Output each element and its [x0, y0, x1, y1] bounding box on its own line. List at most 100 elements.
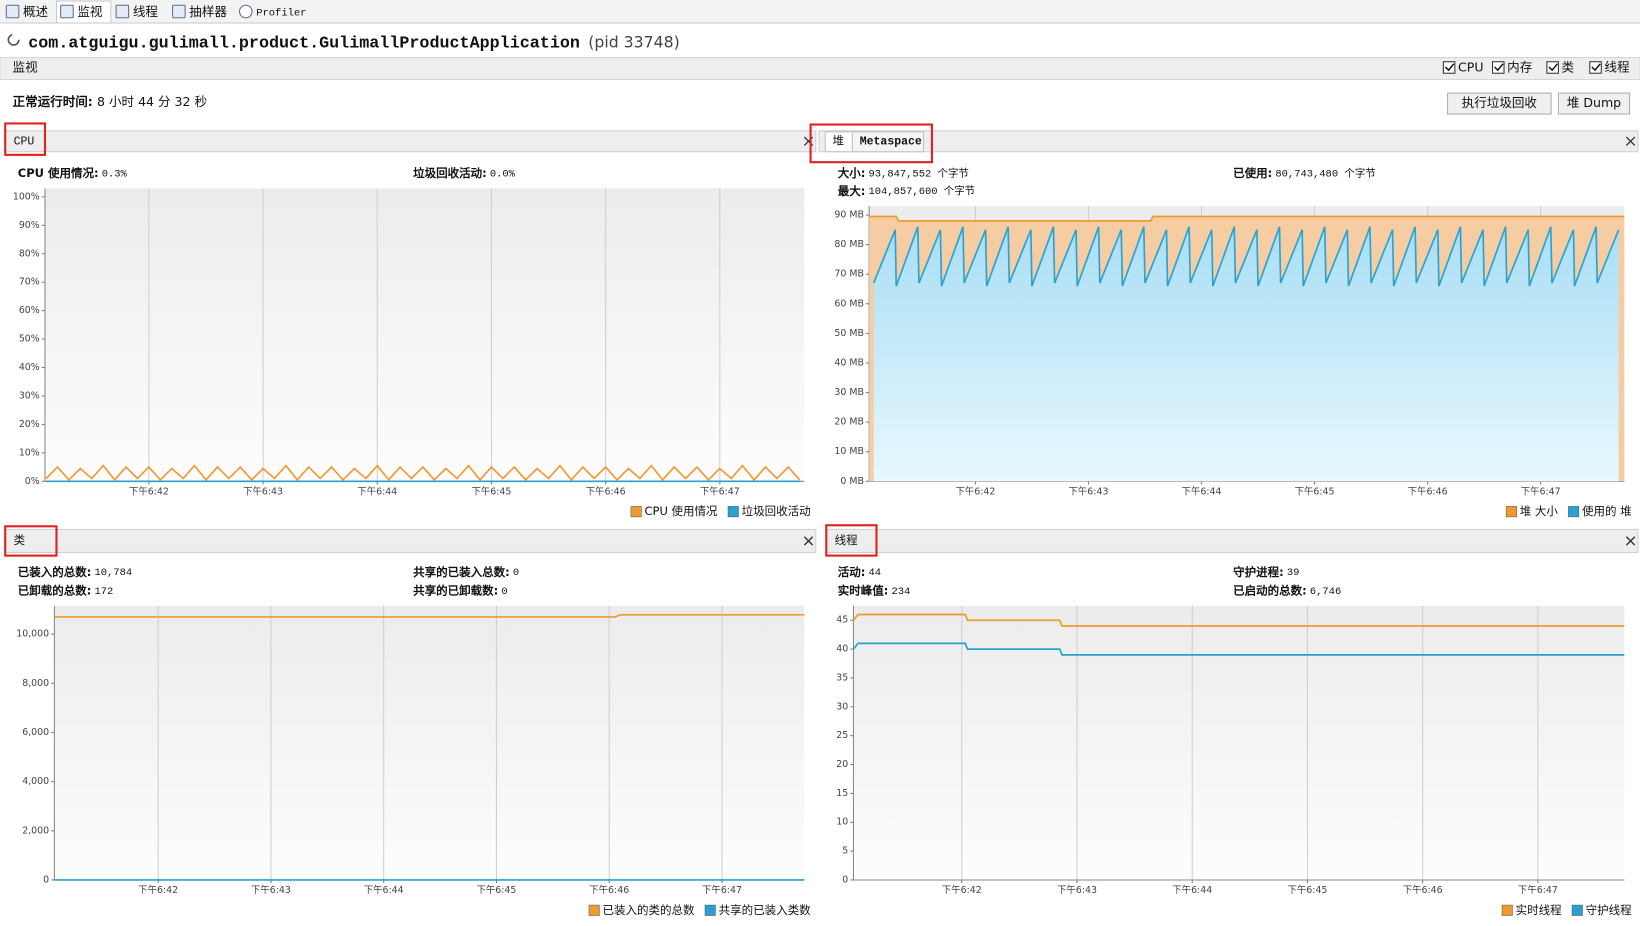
y-tick-label: 0: [842, 874, 848, 885]
panel-tab[interactable]: [851, 131, 925, 153]
y-tick-label: 8,000: [22, 678, 49, 689]
x-tick-label: 下午6:46: [1403, 884, 1443, 896]
checkbox[interactable]: [1442, 61, 1456, 74]
y-tick-label: 100%: [13, 191, 40, 202]
y-tick-label: 80%: [19, 248, 40, 259]
x-tick-label: 下午6:46: [1408, 485, 1448, 497]
y-tick-label: 40%: [19, 362, 40, 373]
y-tick-label: 60 MB: [834, 298, 864, 309]
stat-label: 已使用:: [1233, 166, 1272, 180]
stat-value: 0: [513, 567, 519, 579]
legend-label: 实时线程: [1516, 903, 1562, 917]
y-tick-label: 4,000: [22, 776, 49, 787]
close-button[interactable]: [803, 536, 814, 546]
y-tick-label: 2,000: [22, 825, 49, 836]
x-tick-label: 下午6:43: [251, 884, 291, 896]
y-tick-label: 30: [836, 701, 848, 712]
highlight-box: [809, 123, 933, 164]
tab-bar: [0, 0, 1640, 24]
x-tick-label: 下午6:45: [471, 485, 511, 497]
legend-label: 使用的 堆: [1582, 504, 1632, 518]
x-tick-label: 下午6:47: [700, 485, 740, 497]
y-tick-label: 10 MB: [834, 446, 864, 457]
y-tick-label: 20: [836, 759, 848, 770]
button[interactable]: [1447, 92, 1552, 115]
y-tick-label: 30%: [19, 390, 40, 401]
checkbox[interactable]: [1546, 61, 1559, 74]
y-tick-label: 50%: [19, 334, 40, 345]
panel-tab-label[interactable]: 堆: [833, 134, 844, 148]
y-tick-label: 40: [836, 644, 848, 655]
panel-header: [4, 528, 817, 553]
legend-label: 已装入的类的总数: [603, 903, 695, 917]
area: [873, 226, 1619, 482]
x-tick-label: 下午6:42: [129, 485, 169, 497]
tab[interactable]: 抽样器: [189, 4, 227, 19]
legend-label: 堆 大小: [1520, 504, 1559, 518]
panel-header: [4, 130, 817, 153]
tab-icon: [5, 4, 20, 19]
close-button[interactable]: [1625, 136, 1636, 146]
tab-icon: [60, 4, 74, 19]
x-tick-label: 下午6:42: [955, 485, 995, 497]
legend-label: 共享的已装入类数: [719, 903, 811, 917]
stat-value: 39: [1287, 567, 1300, 579]
tab[interactable]: 线程: [133, 4, 159, 19]
x-tick-label: 下午6:46: [586, 485, 626, 497]
uptime-label: 正常运行时间:: [13, 94, 93, 109]
check-mark: [1548, 63, 1558, 72]
x-tick-label: 下午6:43: [243, 485, 283, 497]
stat-label: 已装入的总数:: [18, 565, 92, 579]
y-tick-label: 0 MB: [840, 476, 864, 487]
stat-value: 0.3%: [102, 168, 128, 180]
y-tick-label: 70%: [19, 277, 40, 288]
series-line: [852, 613, 1625, 627]
panel-tab-label[interactable]: Metaspace: [860, 135, 922, 148]
checkbox-label: 类: [1562, 60, 1575, 75]
checkbox[interactable]: [1492, 61, 1505, 74]
y-tick-label: 40 MB: [834, 357, 864, 368]
legend-swatch: [1501, 904, 1513, 916]
tab[interactable]: 监视: [77, 4, 103, 19]
stat-label: 垃圾回收活动:: [413, 166, 487, 180]
tab[interactable]: Profiler: [256, 7, 306, 19]
stat-label: 共享的已装入总数:: [413, 565, 510, 579]
y-tick-label: 10%: [19, 447, 40, 458]
stat-value: 80,743,480 个字节: [1275, 166, 1375, 180]
button[interactable]: [1557, 92, 1631, 115]
x-tick-label: 下午6:43: [1057, 884, 1097, 896]
x-tick-label: 下午6:47: [1518, 884, 1558, 896]
highlight-box: [825, 524, 878, 557]
y-tick-label: 20 MB: [834, 417, 864, 428]
plot-area: [44, 188, 805, 482]
legend-label: 守护线程: [1586, 903, 1632, 917]
close-button[interactable]: [1625, 536, 1636, 546]
x-tick-label: 下午6:45: [1295, 485, 1335, 497]
y-tick-label: 35: [836, 672, 848, 683]
check-mark: [1591, 63, 1601, 72]
button-label[interactable]: 执行垃圾回收: [1462, 95, 1538, 110]
series-line: [872, 226, 1620, 287]
checkbox-label: 线程: [1604, 60, 1630, 75]
stat-value: 172: [95, 586, 114, 598]
stat-value: 10,784: [95, 567, 133, 579]
legend-swatch: [1571, 904, 1583, 916]
y-tick-label: 0%: [25, 476, 40, 487]
tab[interactable]: 概述: [23, 4, 49, 19]
stat-label: CPU 使用情况:: [18, 166, 99, 180]
section-bar: [0, 57, 1640, 81]
legend-swatch: [704, 904, 716, 916]
legend-swatch: [1568, 506, 1580, 518]
x-tick-label: 下午6:43: [1069, 485, 1109, 497]
checkbox[interactable]: [1589, 61, 1602, 74]
x-tick-label: 下午6:42: [138, 884, 178, 896]
stat-value: 44: [869, 567, 882, 579]
legend-label: CPU 使用情况: [645, 504, 719, 518]
button-label[interactable]: 堆 Dump: [1567, 95, 1621, 110]
legend-swatch: [630, 506, 642, 518]
highlight-box: [4, 122, 47, 156]
y-tick-label: 45: [836, 615, 848, 626]
x-tick-label: 下午6:47: [1521, 485, 1561, 497]
stat-label: 守护进程:: [1233, 565, 1284, 579]
